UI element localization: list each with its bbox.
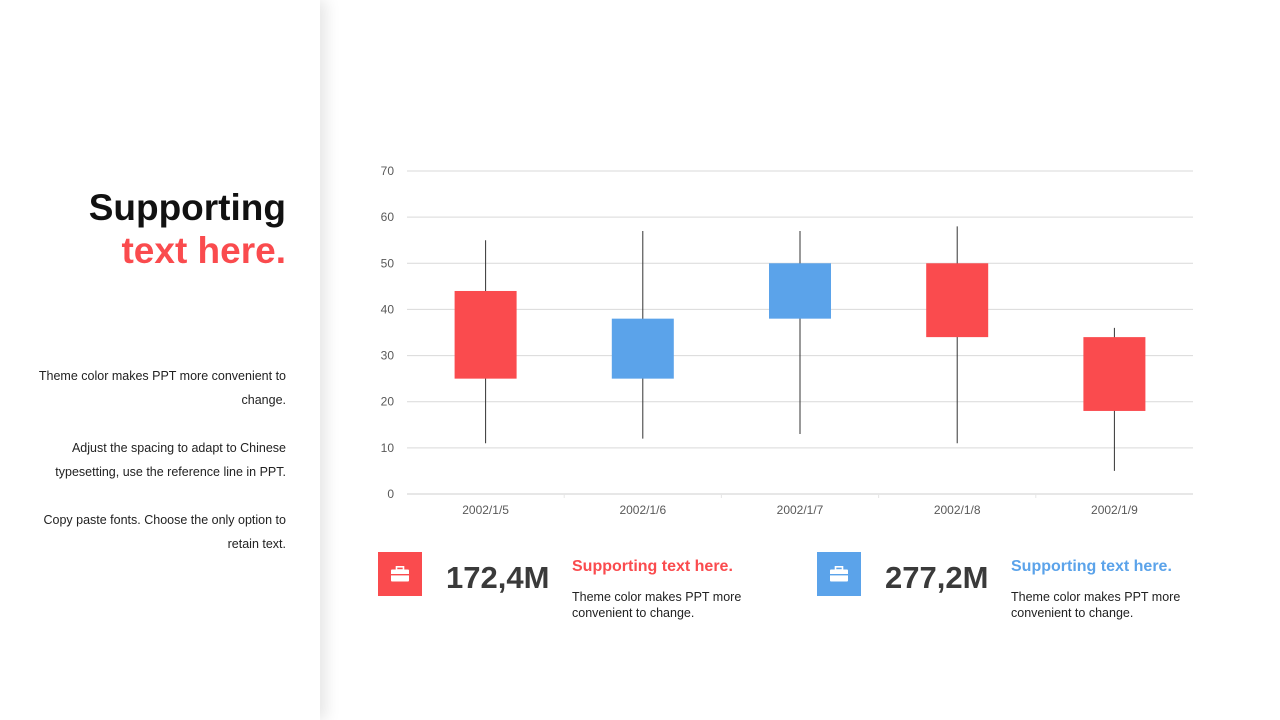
x-tick-label: 2002/1/9 — [1091, 503, 1138, 517]
stat-badge — [817, 552, 861, 596]
briefcase-icon — [391, 566, 409, 582]
description-paragraph: Copy paste fonts. Choose the only option… — [43, 513, 286, 551]
candle-body — [454, 290, 517, 379]
left-panel: Supporting text here. Theme color makes … — [0, 0, 320, 720]
y-tick-label: 50 — [381, 256, 395, 270]
x-tick-label: 2002/1/5 — [462, 503, 509, 517]
title-line-2: text here. — [121, 230, 286, 271]
y-tick-label: 60 — [381, 210, 395, 224]
stat-heading: Supporting text here. — [572, 558, 733, 575]
y-tick-label: 40 — [381, 302, 395, 316]
candle-body — [611, 318, 674, 379]
stat-body: Theme color makes PPT more convenient to… — [1011, 590, 1181, 620]
stat-card-1: 172,4M Supporting text here. Theme color… — [378, 552, 778, 632]
stat-badge — [378, 552, 422, 596]
stat-heading: Supporting text here. — [1011, 558, 1172, 575]
title-line-1: Supporting — [88, 187, 286, 228]
description-paragraph: Theme color makes PPT more convenient to… — [38, 369, 286, 407]
x-tick-label: 2002/1/8 — [934, 503, 981, 517]
candlestick-chart: 0 10 20 30 40 50 60 70 2002/1/5 2002/1/6 2002/1/7 2… — [360, 150, 1210, 530]
stat-value: 172,4M — [446, 560, 550, 595]
stat-card-2: 277,2M Supporting text here. Theme color… — [817, 552, 1217, 632]
description-paragraph: Adjust the spacing to adapt to Chinese t… — [55, 441, 286, 479]
x-tick-label: 2002/1/7 — [777, 503, 824, 517]
candle-body — [769, 263, 831, 319]
page-title: Supporting text here. — [89, 186, 286, 272]
candle-body — [926, 263, 989, 338]
y-tick-label: 30 — [381, 349, 395, 363]
stat-value: 277,2M — [885, 560, 989, 595]
y-tick-label: 10 — [381, 441, 395, 455]
briefcase-icon — [830, 566, 848, 582]
description: Theme color makes PPT more convenient to… — [36, 364, 286, 580]
y-tick-label: 0 — [387, 487, 394, 501]
x-tick-label: 2002/1/6 — [619, 503, 666, 517]
stat-body: Theme color makes PPT more convenient to… — [572, 590, 742, 620]
candle-body — [1083, 337, 1146, 411]
y-tick-label: 20 — [381, 395, 395, 409]
chart-svg: 0 10 20 30 40 50 60 70 2002/1/5 2002/1/6 2002/1/7 2… — [381, 164, 1193, 517]
y-tick-label: 70 — [381, 164, 395, 178]
